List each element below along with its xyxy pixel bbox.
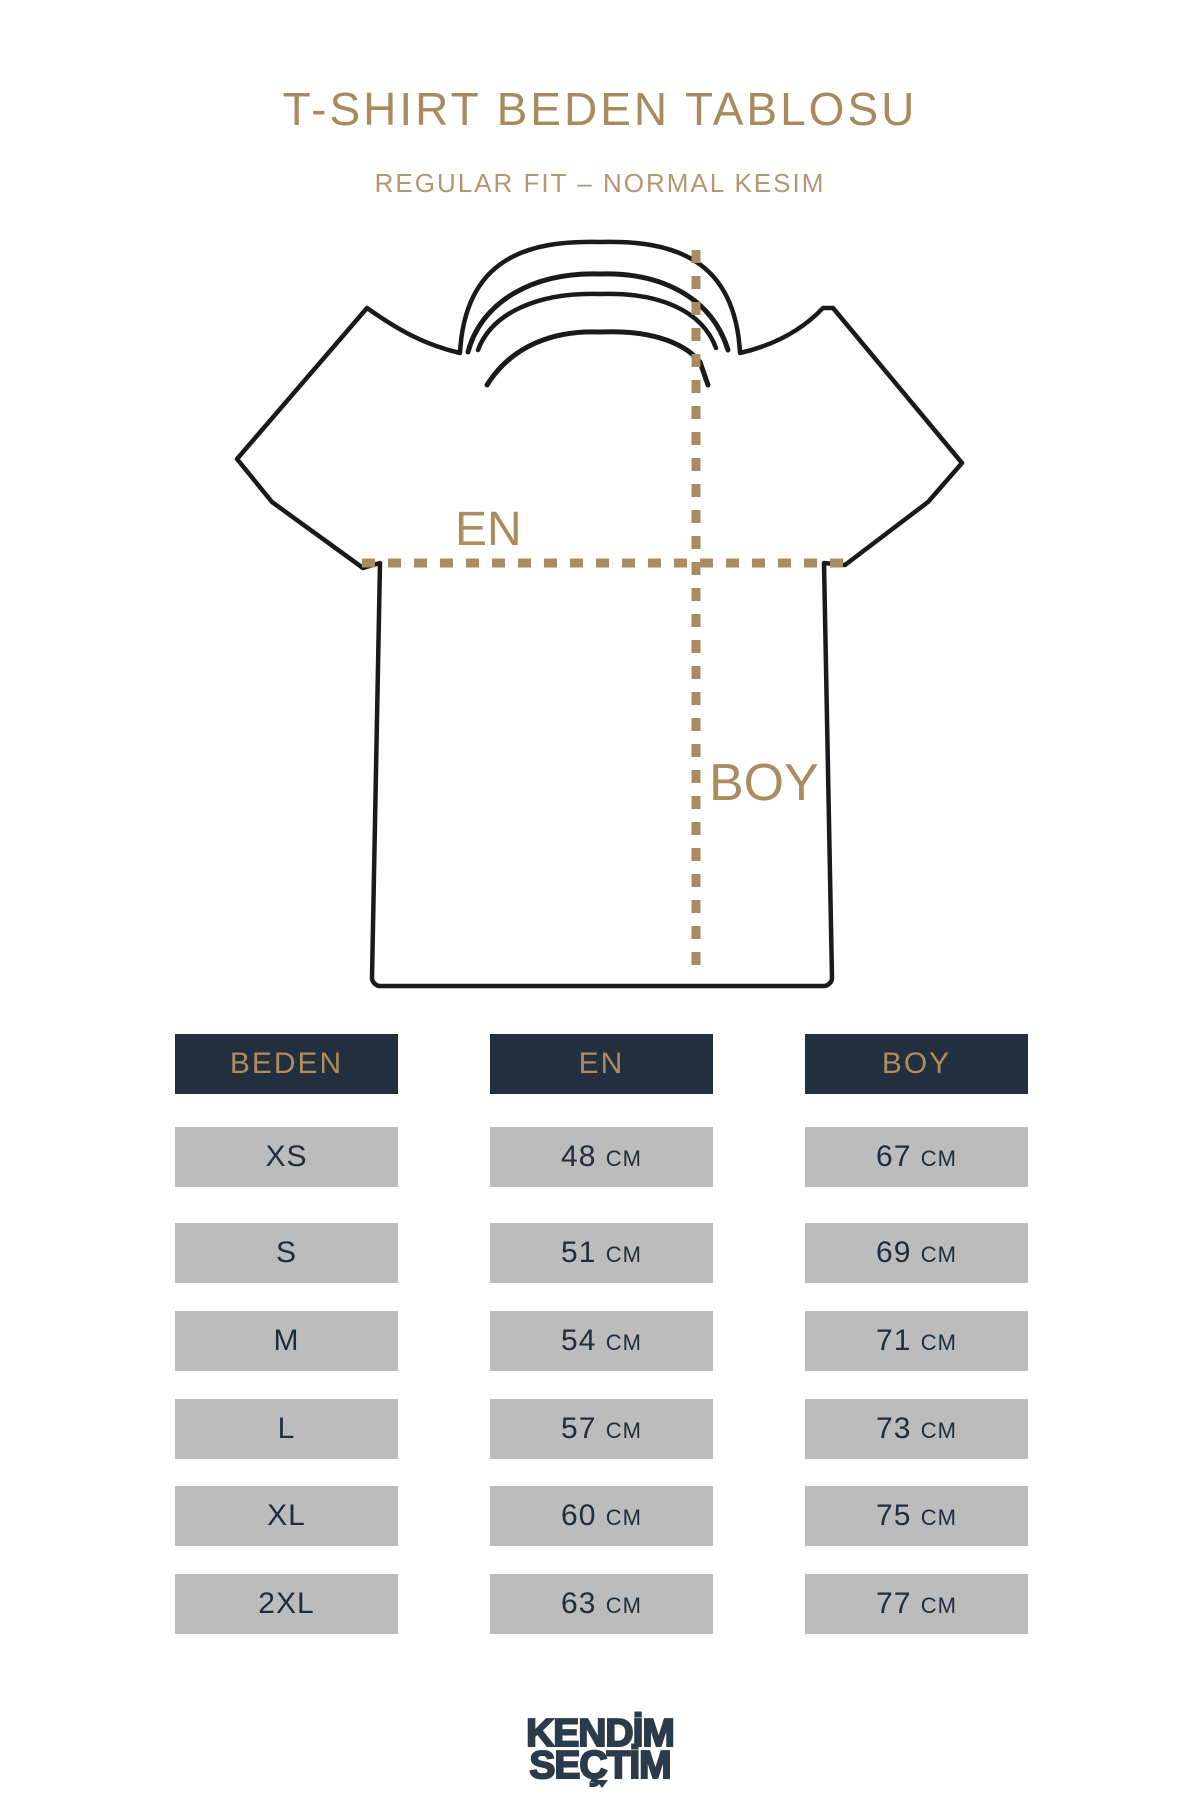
svg-text:EN: EN <box>455 503 522 556</box>
svg-text:BOY: BOY <box>709 754 819 812</box>
